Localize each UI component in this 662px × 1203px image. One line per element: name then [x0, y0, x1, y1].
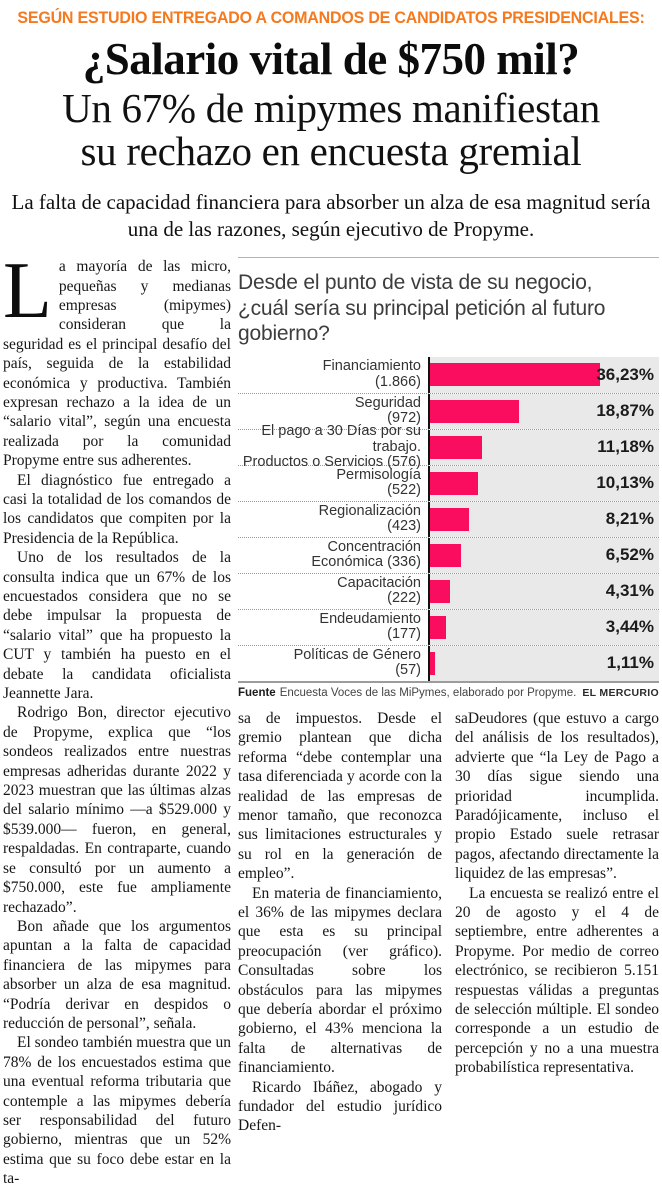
chart-plot-area: 4,31% [428, 573, 659, 609]
chart-bar [430, 651, 435, 675]
article-paragraph: El diagnóstico fue entregado a casi la t… [3, 471, 231, 547]
right-block: Desde el punto de vista de su negocio, ¿… [238, 257, 659, 1136]
chart-source-label: Fuente [238, 686, 276, 699]
article-paragraph: La encuesta se realizó entre el 20 de ag… [455, 884, 659, 1077]
drop-cap: L [3, 247, 52, 336]
chart-plot-area: 1,11% [428, 645, 659, 681]
article-column-3: saDeudores (que estuvo a cargo del análi… [455, 709, 659, 1136]
chart-title: Desde el punto de vista de su negocio, ¿… [238, 270, 659, 347]
bottom-columns: sa de impuestos. Desde el gremio plantea… [238, 709, 659, 1136]
chart-row: Endeudamiento (177) 3,44% [238, 608, 659, 645]
chart-bottom-rule [238, 680, 659, 683]
chart-value-label: 18,87% [596, 401, 654, 421]
deck: La falta de capacidad financiera para ab… [11, 189, 651, 241]
chart-value-label: 6,52% [605, 545, 654, 565]
chart-bar [430, 471, 478, 495]
chart-row: Financiamiento (1.866) 36,23% [238, 356, 659, 393]
chart-bar [430, 543, 461, 567]
chart-top-rule [238, 257, 659, 259]
chart-footer: Fuente Encuesta Voces de las MiPymes, ela… [238, 683, 659, 699]
chart-bar [430, 435, 482, 459]
headline-sub-line1: Un 67% de mipymes manifiestan [62, 85, 600, 132]
article-column-2: sa de impuestos. Desde el gremio plantea… [238, 709, 442, 1136]
article-paragraph: Rodrigo Bon, director ejecutivo de Propy… [3, 704, 231, 916]
chart-value-label: 3,44% [605, 617, 654, 637]
article-paragraph: Ricardo Ibáñez, abogado y fundador del e… [238, 1078, 442, 1135]
chart-bar [430, 399, 519, 423]
chart-plot-area: 6,52% [428, 537, 659, 573]
chart-category-label: Capacitación (222) [337, 574, 421, 607]
kicker: SEGÚN ESTUDIO ENTREGADO A COMANDOS DE CA… [17, 9, 645, 28]
article-paragraph: Bon añade que los argumentos apuntan a l… [3, 917, 231, 1032]
article-paragraph: El sondeo también muestra que un 78% de … [3, 1034, 231, 1188]
chart-category-label: Políticas de Género (57) [293, 646, 421, 679]
chart-plot-area: 11,18% [428, 429, 659, 465]
article-paragraph: saDeudores (que estuvo a cargo del análi… [455, 709, 659, 883]
chart-source: Fuente Encuesta Voces de las MiPymes, ela… [238, 687, 576, 699]
chart-category-label: Endeudamiento (177) [319, 610, 421, 643]
chart-row: Capacitación (222) 4,31% [238, 572, 659, 609]
chart-category-label: Financiamiento (1.866) [322, 358, 421, 390]
headline-sub-line2: su rechazo en encuesta gremial [80, 127, 582, 174]
chart-row: Permisología (522) 10,13% [238, 464, 659, 501]
chart-category-label: El pago a 30 Días por su trabajo. Product… [242, 423, 421, 471]
article-paragraph: En materia de financiamiento, el 36% de … [238, 884, 442, 1077]
chart-row: Políticas de Género (57) 1,11% [238, 644, 659, 681]
chart-category-label: Permisología (522) [336, 466, 421, 499]
chart-bar [430, 615, 446, 639]
chart-plot-area: 8,21% [428, 501, 659, 537]
chart-plot-area: 3,44% [428, 609, 659, 645]
chart-plot-area: 36,23% [428, 356, 659, 393]
chart-plot-area: 10,13% [428, 465, 659, 501]
chart-row: El pago a 30 Días por su trabajo. Product… [238, 423, 659, 471]
chart-row: Regionalización (423) 8,21% [238, 500, 659, 537]
chart-value-label: 1,11% [606, 653, 654, 673]
chart-title-line1: Desde el punto de vista de su negocio, [238, 271, 593, 295]
chart-bar [430, 363, 600, 387]
chart-bar [430, 579, 450, 603]
chart-value-label: 10,13% [596, 473, 654, 493]
survey-chart: Desde el punto de vista de su negocio, ¿… [238, 257, 659, 699]
chart-rows: Financiamiento (1.866) 36,23% Seguridad (972… [238, 356, 659, 681]
chart-row: Concentración Económica (336) 6,52% [238, 536, 659, 573]
chart-source-text: Encuesta Voces de las MiPymes, elaborado… [279, 686, 577, 699]
article-paragraph: sa de impuestos. Desde el gremio plantea… [238, 709, 442, 883]
chart-value-label: 36,23% [596, 364, 654, 384]
chart-value-label: 11,18% [597, 437, 654, 457]
chart-plot-area: 18,87% [428, 393, 659, 429]
chart-category-label: Regionalización (423) [318, 502, 421, 535]
chart-value-label: 8,21% [605, 509, 654, 529]
chart-category-label: Seguridad (972) [354, 394, 421, 427]
headline-sub: Un 67% de mipymes manifiestan su rechazo… [3, 87, 659, 172]
headline-main: ¿Salario vital de $750 mil? [82, 34, 580, 84]
chart-value-label: 4,31% [605, 581, 654, 601]
article-paragraph: Uno de los resultados de la consulta ind… [3, 549, 231, 703]
chart-bar [430, 507, 469, 531]
chart-category-label: Concentración Económica (336) [311, 538, 421, 571]
chart-row: Seguridad (972) 18,87% [238, 392, 659, 429]
chart-credit: EL MERCURIO [582, 686, 659, 699]
chart-title-line2: ¿cuál sería su principal petición al fut… [238, 296, 606, 346]
